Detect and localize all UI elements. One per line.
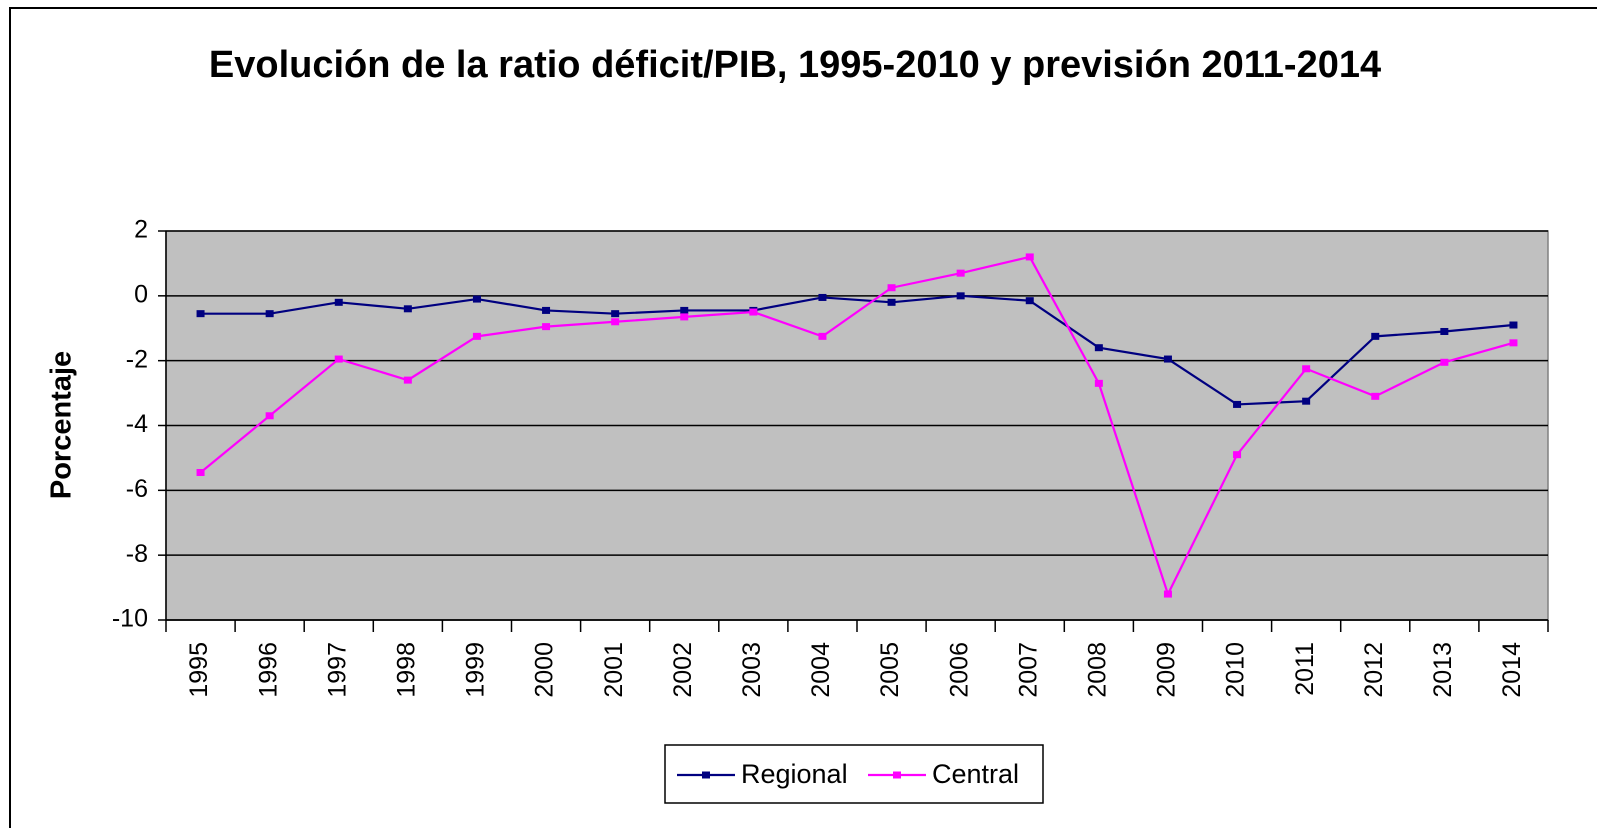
data-point: [196, 310, 205, 318]
data-point: [887, 298, 896, 306]
data-point: [818, 293, 827, 301]
x-tick-label: 1997: [323, 642, 351, 698]
x-tick-label: 1995: [185, 642, 213, 698]
data-point: [611, 318, 620, 326]
data-point: [611, 310, 620, 318]
y-tick-label: 0: [134, 280, 148, 308]
x-tick-label: 1999: [462, 642, 490, 698]
x-tick-label: 2007: [1014, 642, 1042, 698]
x-tick-label: 2013: [1429, 642, 1457, 698]
data-point: [1371, 332, 1380, 340]
data-point: [334, 355, 343, 363]
data-point: [956, 269, 965, 277]
data-point: [265, 310, 274, 318]
data-point: [1371, 392, 1380, 400]
x-tick-label: 2005: [876, 642, 904, 698]
data-point: [887, 284, 896, 292]
data-point: [1025, 297, 1034, 305]
data-point: [472, 295, 481, 303]
y-tick-label: -4: [126, 410, 148, 438]
data-point: [1163, 355, 1172, 363]
data-point: [749, 308, 758, 316]
x-tick-label: 1998: [392, 642, 420, 698]
x-tick-label: 2003: [738, 642, 766, 698]
y-tick-label: -10: [112, 605, 148, 633]
x-tick-label: 2002: [669, 642, 697, 698]
data-point: [196, 469, 205, 477]
data-point: [956, 292, 965, 300]
data-point: [542, 323, 551, 331]
data-point: [1440, 358, 1449, 366]
y-tick-label: 2: [134, 216, 148, 244]
series-line: [200, 294, 1514, 406]
x-tick-label: 2014: [1498, 642, 1526, 698]
y-tick-label: -6: [126, 475, 148, 503]
series-line: [199, 255, 1514, 597]
data-point: [1509, 339, 1518, 347]
x-tick-label: 2006: [945, 642, 973, 698]
data-point: [542, 306, 551, 314]
data-point: [1025, 253, 1034, 261]
data-point: [1233, 451, 1242, 459]
y-tick-label: -2: [126, 345, 148, 373]
x-tick-label: 2001: [600, 642, 628, 698]
x-tick-label: 2012: [1360, 642, 1388, 698]
chart-title: Evolución de la ratio déficit/PIB, 1995-…: [208, 44, 1382, 86]
data-point: [1509, 321, 1518, 329]
data-point: [472, 332, 481, 340]
data-point: [403, 376, 412, 384]
data-point: [1094, 379, 1103, 387]
y-tick-label: -8: [126, 540, 148, 568]
data-point: [334, 298, 343, 306]
y-axis-label: Porcentaje: [46, 351, 78, 499]
data-point: [1094, 344, 1103, 352]
legend-swatch-marker: [702, 771, 710, 779]
x-tick-label: 2000: [531, 642, 559, 698]
data-point: [1302, 397, 1311, 405]
data-point: [818, 332, 827, 340]
x-tick-label: 2011: [1291, 642, 1319, 696]
data-point: [403, 305, 412, 313]
data-point: [1440, 327, 1449, 335]
legend-label: Central: [932, 759, 1019, 789]
data-point: [680, 306, 689, 314]
data-point: [1163, 590, 1172, 598]
x-tick-label: 2009: [1153, 642, 1181, 698]
x-tick-label: 2008: [1083, 642, 1111, 698]
data-point: [1233, 400, 1242, 408]
legend-swatch-marker: [893, 771, 901, 779]
legend-label: Regional: [741, 759, 848, 789]
data-point: [265, 412, 274, 420]
x-tick-label: 2004: [807, 642, 835, 698]
data-point: [1302, 365, 1311, 373]
data-point: [680, 313, 689, 321]
x-tick-label: 2010: [1222, 642, 1250, 698]
x-tick-label: 1996: [254, 642, 282, 698]
